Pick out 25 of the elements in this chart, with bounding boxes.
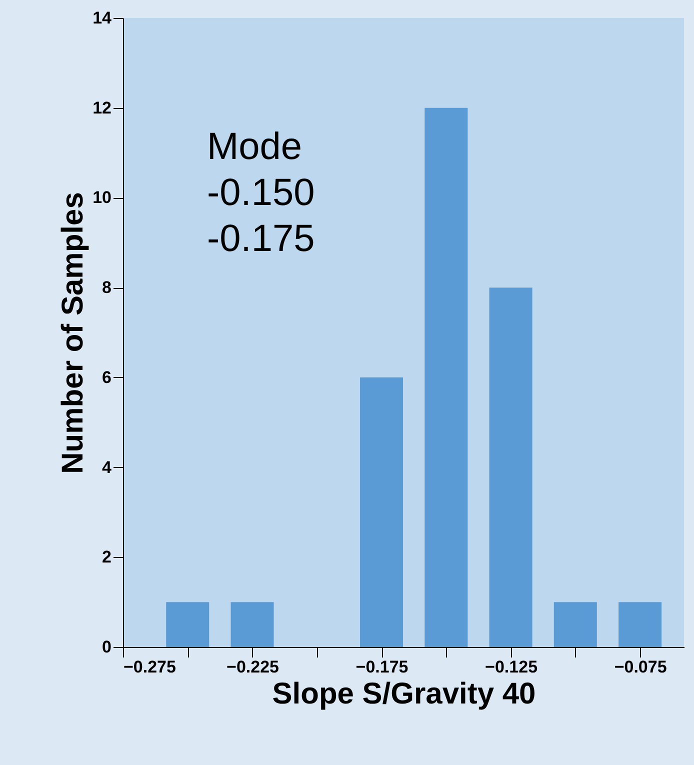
y-tick-label: 12 <box>92 98 112 118</box>
x-tick-label: −0.125 <box>485 658 538 676</box>
x-tick-label: −0.175 <box>356 658 408 676</box>
y-tick-label: 0 <box>102 638 112 656</box>
y-tick-label: 8 <box>102 278 112 298</box>
y-axis-title: Number of Samples <box>56 192 90 474</box>
y-tick-label: 4 <box>102 458 112 477</box>
annotation: -0.150 <box>207 172 315 214</box>
annotation: Mode <box>207 126 302 168</box>
x-tick-label: −0.075 <box>614 658 667 676</box>
x-tick-label: −0.225 <box>226 658 280 676</box>
bar <box>489 288 532 647</box>
annotation: -0.175 <box>207 218 315 260</box>
bar <box>554 602 597 647</box>
bar <box>230 602 274 647</box>
bar <box>424 108 468 647</box>
y-tick-label: 14 <box>92 8 112 28</box>
x-axis-title: Slope S/Gravity 40 <box>272 678 536 710</box>
bar <box>618 602 662 647</box>
bar <box>360 377 404 647</box>
y-tick-label: 2 <box>102 548 112 567</box>
y-tick-label: 10 <box>92 188 112 208</box>
y-tick-label: 6 <box>102 368 112 387</box>
x-tick-label: −0.275 <box>124 658 176 676</box>
bar <box>166 602 210 647</box>
